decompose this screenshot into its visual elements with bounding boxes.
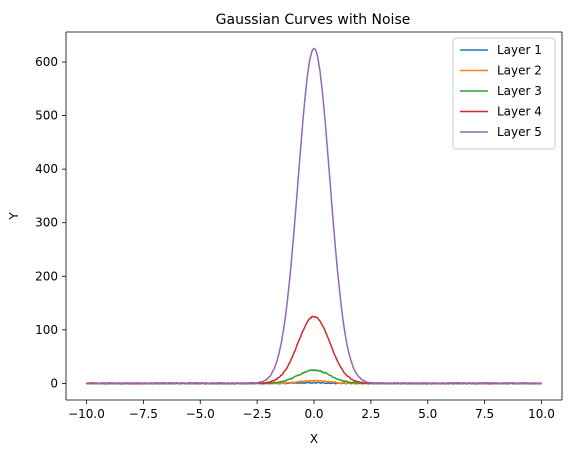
series-lines — [86, 47, 543, 385]
legend-label-3: Layer 3 — [497, 84, 542, 98]
x-tick-label: 2.5 — [361, 407, 380, 421]
x-tick-label: −7.5 — [129, 407, 158, 421]
legend-label-4: Layer 4 — [497, 105, 542, 119]
y-tick-label: 200 — [35, 269, 58, 283]
y-tick-label: 100 — [35, 323, 58, 337]
x-tick-label: 0.0 — [304, 407, 323, 421]
y-tick-label: 400 — [35, 162, 58, 176]
y-tick-label: 300 — [35, 216, 58, 230]
x-axis-ticks: −10.0 −7.5 −5.0 −2.5 0.0 2.5 5.0 7.5 10.0 — [68, 400, 555, 421]
y-tick-label: 0 — [50, 376, 58, 390]
x-tick-label: −2.5 — [243, 407, 272, 421]
x-tick-label: −10.0 — [68, 407, 105, 421]
x-tick-label: −5.0 — [186, 407, 215, 421]
legend-box — [452, 37, 556, 150]
x-tick-label: 7.5 — [475, 407, 494, 421]
legend: Layer 1 Layer 2 Layer 3 Layer 4 Layer 5 — [452, 37, 556, 150]
y-tick-label: 500 — [35, 109, 58, 123]
y-axis-ticks: 0 100 200 300 400 500 600 — [35, 55, 66, 390]
series-line-5 — [86, 47, 542, 385]
x-tick-label: 5.0 — [418, 407, 437, 421]
y-tick-label: 600 — [35, 55, 58, 69]
x-tick-label: 10.0 — [528, 407, 555, 421]
x-axis-label: X — [310, 432, 318, 446]
legend-label-2: Layer 2 — [497, 64, 542, 78]
chart-title: Gaussian Curves with Noise — [216, 12, 411, 28]
legend-label-1: Layer 1 — [497, 43, 542, 57]
legend-label-5: Layer 5 — [497, 125, 542, 139]
y-axis-label: Y — [7, 212, 21, 221]
